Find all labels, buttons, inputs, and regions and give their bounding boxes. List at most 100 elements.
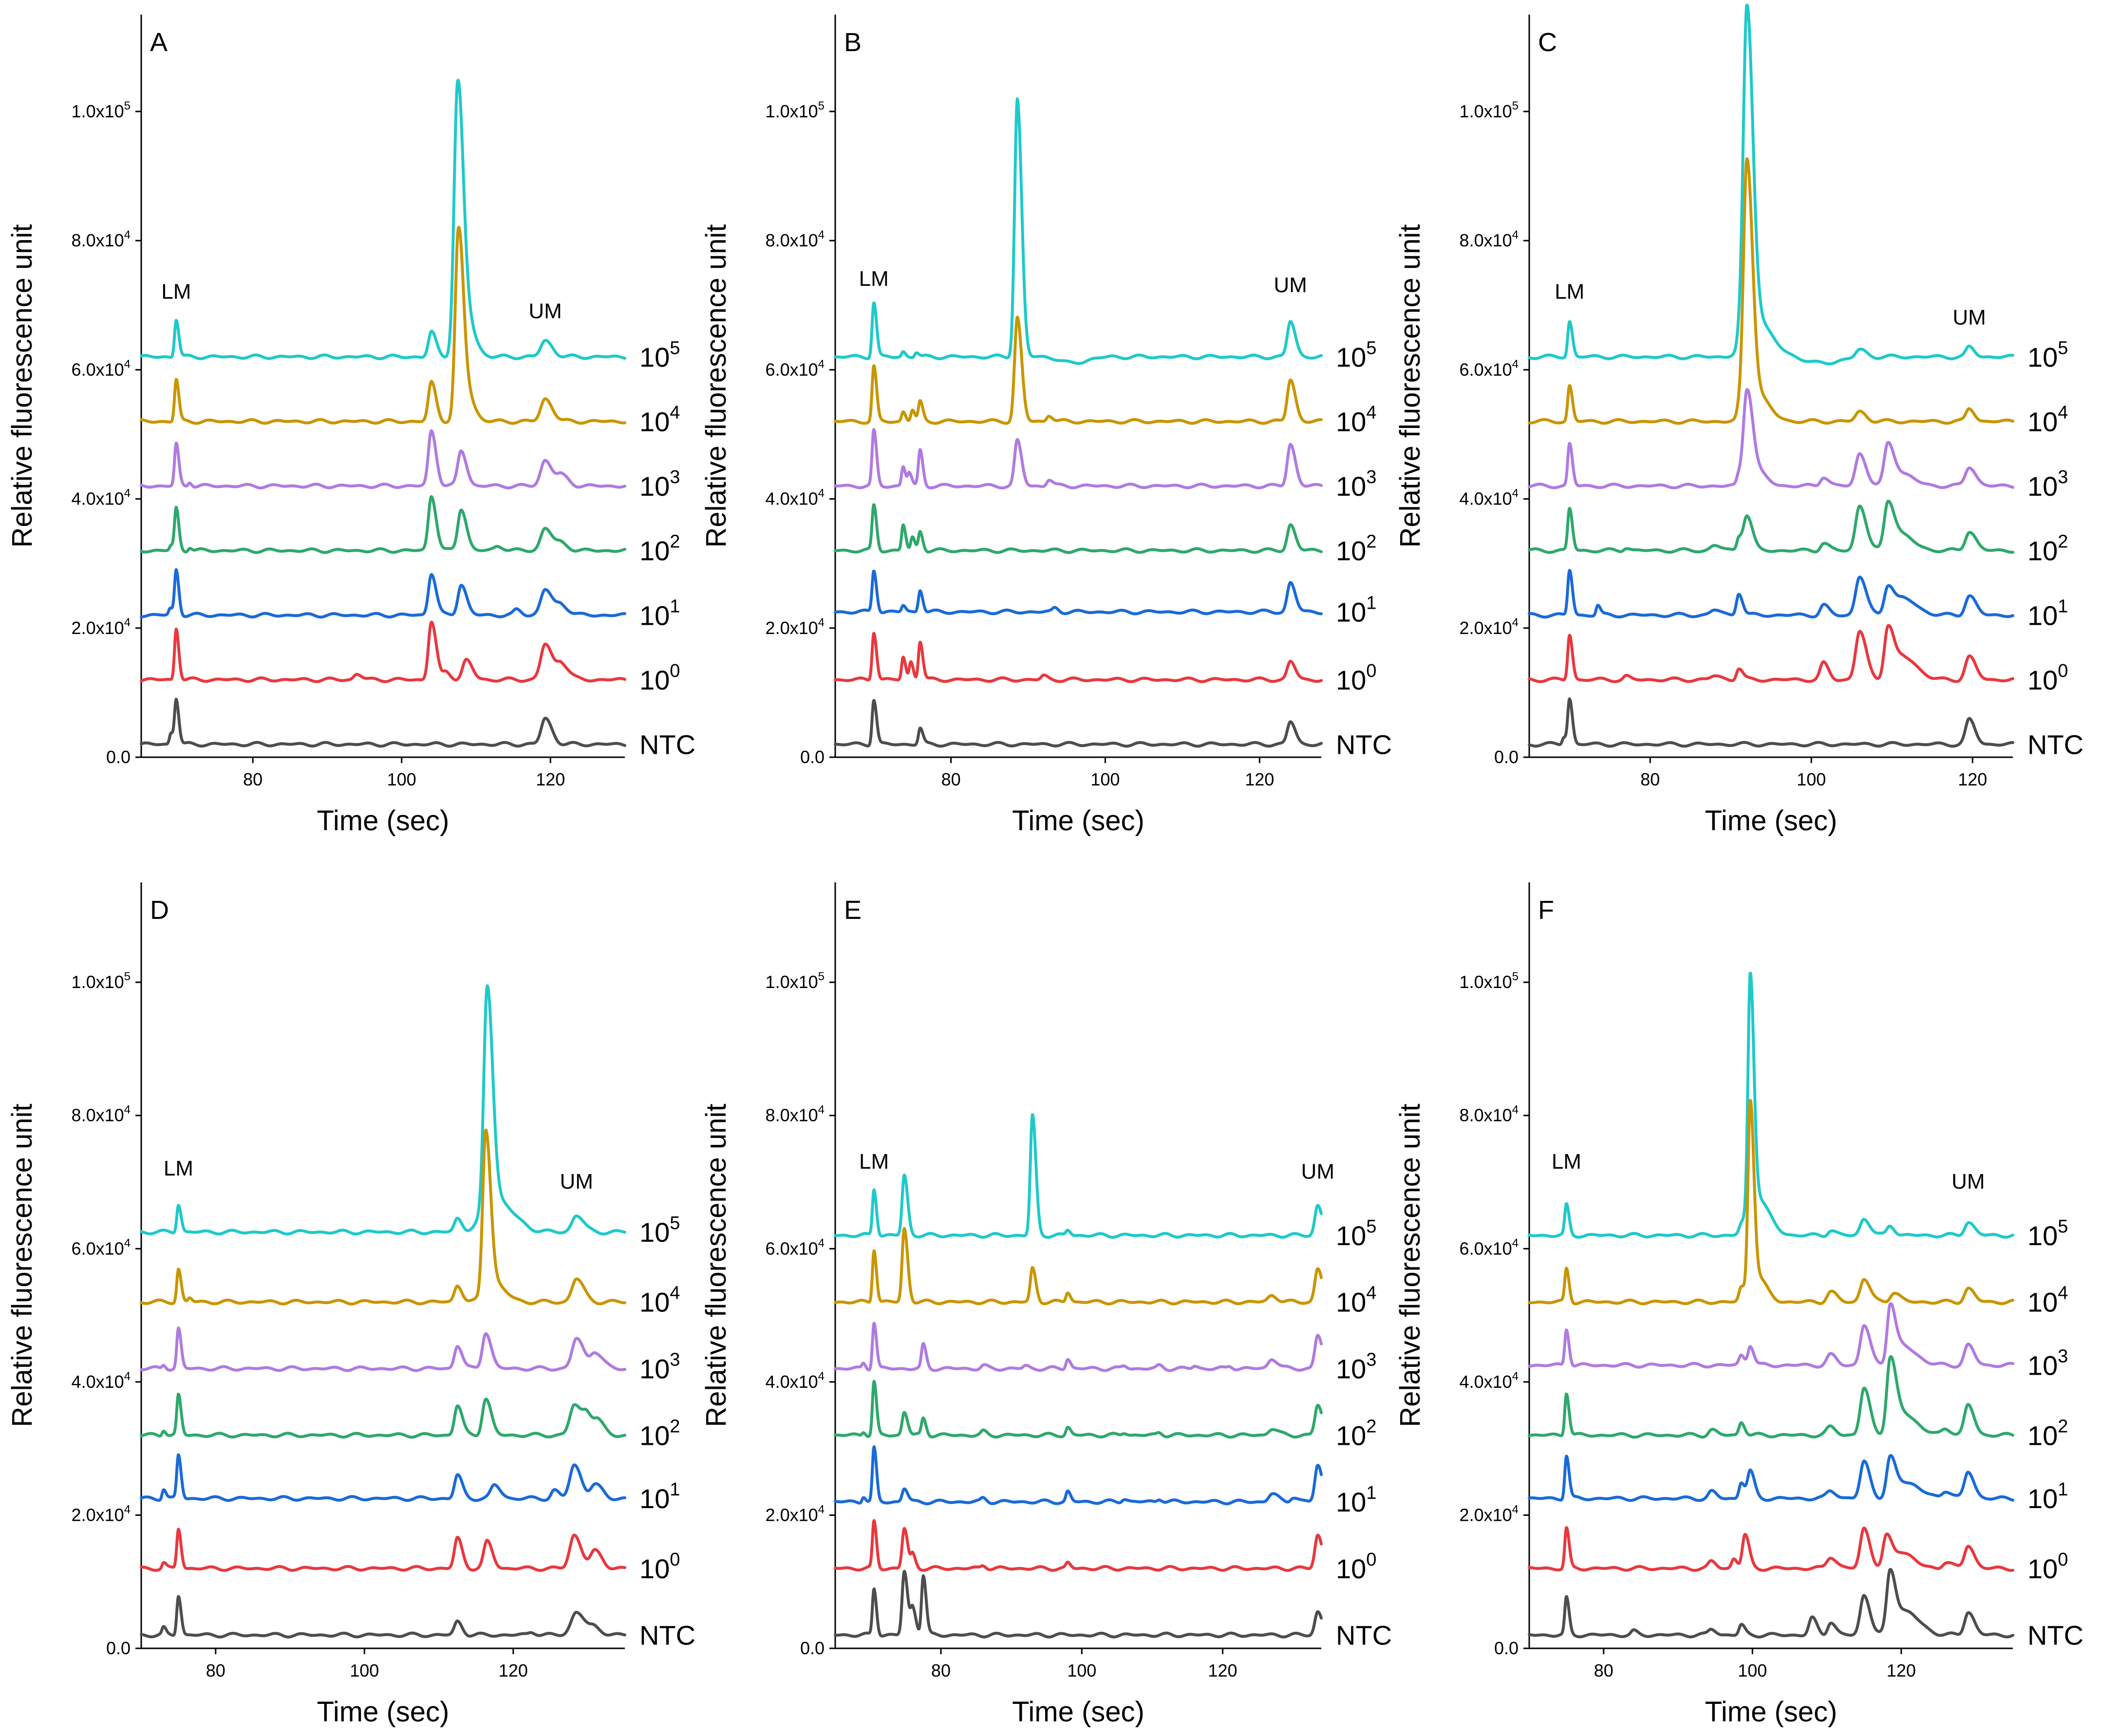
y-tick-label: 2.0x104	[1460, 616, 1519, 638]
panel-letter: A	[150, 28, 168, 57]
trace-label: 100	[2027, 1549, 2068, 1584]
lower-marker-label: LM	[1555, 280, 1584, 303]
y-tick-label: 8.0x104	[766, 228, 825, 250]
y-tick-label: 1.0x105	[72, 970, 131, 992]
y-tick-label: 8.0x104	[766, 1103, 825, 1125]
y-tick-label: 2.0x104	[72, 1503, 131, 1525]
trace-10-4	[140, 225, 626, 425]
x-tick-label: 120	[536, 769, 565, 789]
y-tick-label: 2.0x104	[766, 616, 825, 638]
y-axis-title: Relative fluorescence unit	[700, 1103, 732, 1427]
trace-label: NTC	[1336, 729, 1392, 760]
trace-ntc	[1528, 697, 2014, 748]
y-tick-label: 2.0x104	[1460, 1503, 1519, 1525]
trace-ntc	[834, 1569, 1323, 1639]
trace-10-0	[834, 632, 1323, 683]
trace-10-5	[834, 1113, 1323, 1239]
x-tick-label: 120	[1208, 1661, 1237, 1680]
x-tick-label: 100	[350, 1661, 379, 1680]
trace-label: 104	[639, 1283, 680, 1318]
x-axis-title: Time (sec)	[317, 805, 450, 837]
panel-letter: B	[844, 28, 862, 57]
trace-10-1	[1528, 569, 2014, 619]
y-tick-label: 0.0	[106, 1638, 131, 1658]
trace-10-0	[1528, 624, 2014, 683]
x-tick-label: 120	[1958, 769, 1987, 789]
trace-label: 102	[639, 1416, 680, 1451]
y-tick-label: 4.0x104	[72, 487, 131, 509]
x-tick-label: 80	[243, 769, 263, 789]
y-tick-label: 8.0x104	[72, 1103, 131, 1125]
trace-label: 105	[1336, 1216, 1376, 1251]
trace-label: 101	[639, 596, 680, 631]
trace-10-5	[1528, 971, 2014, 1239]
trace-10-4	[140, 1128, 626, 1306]
y-axis-title: Relative fluorescence unit	[6, 224, 38, 547]
trace-10-1	[834, 569, 1323, 616]
panel-d: 0.0 2.0x104 4.0x104 6.0x104 8.0x104 1.0x105 80…	[6, 882, 695, 1728]
panel-f: 0.0 2.0x104 4.0x104 6.0x104 8.0x104 1.0x105 80…	[1394, 882, 2083, 1728]
upper-marker-label: UM	[1952, 306, 1986, 330]
y-tick-label: 0.0	[800, 747, 825, 767]
trace-10-3	[834, 1322, 1323, 1372]
trace-10-3	[834, 428, 1323, 489]
y-tick-label: 4.0x104	[766, 487, 825, 509]
x-axis-title: Time (sec)	[1012, 1696, 1144, 1728]
y-tick-label: 8.0x104	[72, 228, 131, 250]
trace-ntc	[834, 699, 1323, 748]
y-tick-label: 6.0x104	[1460, 1236, 1519, 1258]
trace-label: 101	[1336, 1483, 1376, 1517]
trace-label: 103	[2027, 1346, 2068, 1381]
trace-10-4	[834, 1227, 1323, 1306]
x-axis-title: Time (sec)	[1705, 1696, 1838, 1728]
trace-10-0	[834, 1519, 1323, 1572]
y-tick-label: 4.0x104	[1460, 1370, 1519, 1392]
trace-label: 104	[1336, 1283, 1376, 1318]
y-axis-title: Relative fluorescence unit	[700, 224, 732, 547]
y-tick-label: 6.0x104	[766, 357, 825, 379]
trace-label: 101	[1336, 593, 1376, 628]
x-tick-label: 100	[1067, 1661, 1096, 1680]
trace-10-0	[140, 620, 626, 683]
x-tick-label: 80	[931, 1661, 951, 1680]
y-axis-title: Relative fluorescence unit	[1394, 224, 1426, 547]
x-tick-label: 120	[1887, 1661, 1916, 1680]
upper-marker-label: UM	[1301, 1160, 1334, 1184]
trace-label: NTC	[2027, 1620, 2083, 1651]
y-tick-label: 4.0x104	[1460, 487, 1519, 509]
trace-10-2	[834, 1380, 1323, 1439]
trace-ntc	[1528, 1568, 2014, 1639]
trace-label: 105	[639, 1213, 680, 1248]
trace-10-5	[140, 78, 626, 360]
trace-10-5	[834, 97, 1323, 365]
lower-marker-label: LM	[859, 267, 889, 291]
lower-marker-label: LM	[1552, 1150, 1581, 1174]
trace-label: 104	[2027, 402, 2068, 437]
y-tick-label: 6.0x104	[72, 1236, 131, 1258]
y-tick-label: 1.0x105	[72, 99, 131, 121]
trace-label: 101	[2027, 1479, 2068, 1514]
trace-10-1	[834, 1445, 1323, 1506]
trace-10-3	[140, 429, 626, 489]
trace-label: 100	[639, 661, 680, 695]
trace-label: NTC	[639, 1620, 695, 1651]
x-tick-label: 120	[1245, 769, 1274, 789]
trace-10-3	[140, 1326, 626, 1372]
trace-label: NTC	[2027, 729, 2083, 760]
trace-label: 103	[639, 467, 680, 502]
x-axis-title: Time (sec)	[1012, 805, 1144, 837]
trace-label: 102	[2027, 1416, 2068, 1451]
trace-label: NTC	[1336, 1620, 1392, 1651]
trace-ntc	[140, 697, 626, 748]
trace-label: 104	[639, 402, 680, 437]
panel-e: 0.0 2.0x104 4.0x104 6.0x104 8.0x104 1.0x105 80…	[700, 882, 1392, 1728]
y-tick-label: 0.0	[106, 747, 131, 767]
y-tick-label: 4.0x104	[766, 1370, 825, 1392]
trace-10-4	[1528, 157, 2014, 425]
y-tick-label: 1.0x105	[1460, 99, 1519, 121]
x-tick-label: 100	[1797, 769, 1826, 789]
x-tick-label: 100	[1738, 1661, 1767, 1680]
trace-label: 100	[1336, 1549, 1376, 1584]
x-tick-label: 80	[206, 1661, 225, 1680]
